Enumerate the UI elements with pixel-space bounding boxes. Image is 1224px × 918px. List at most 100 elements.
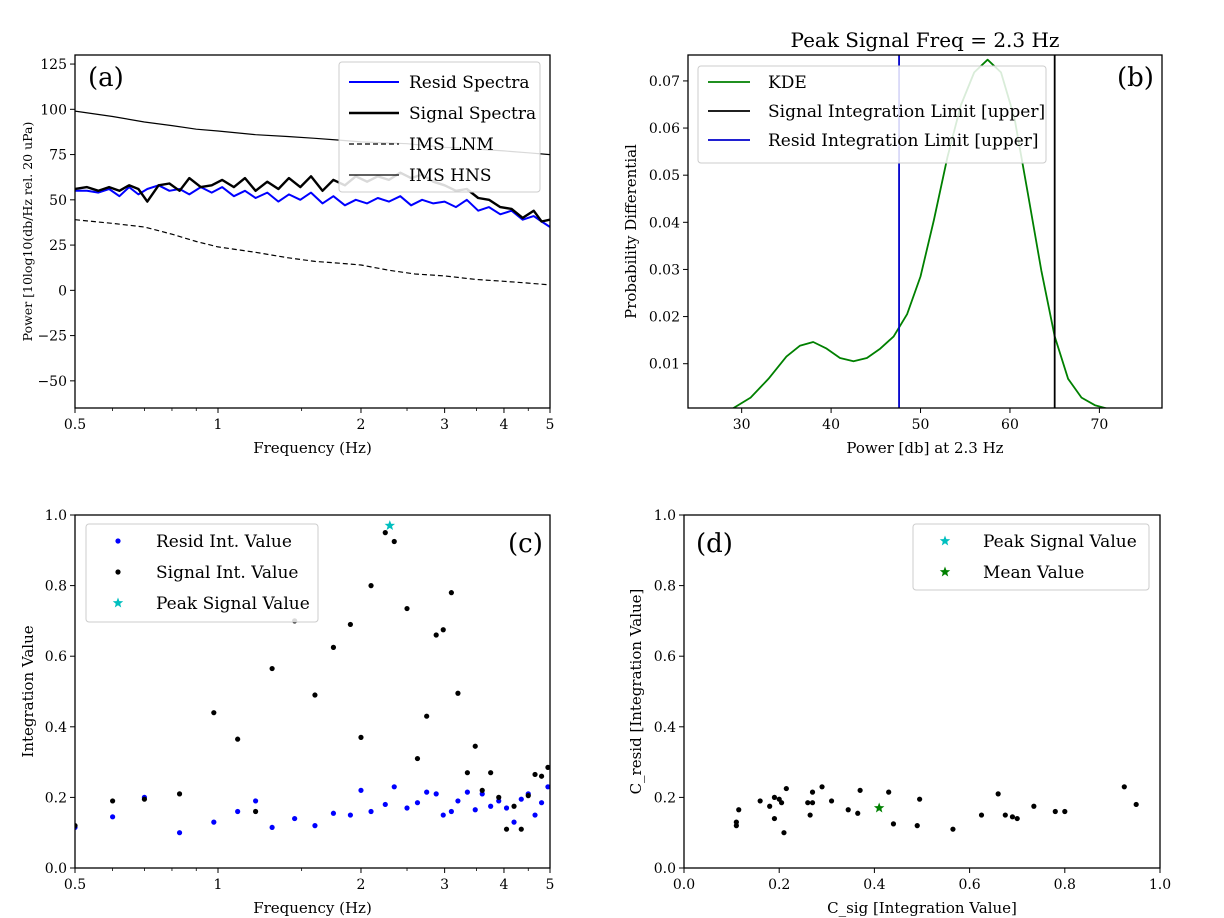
plot-area-d [733,784,1139,836]
data-point-resid-int-value [433,791,439,797]
data-point-signal-int-value [511,803,517,809]
data-point-signal-int-value [472,743,478,749]
y-tick-label: −25 [37,329,67,345]
plot-frame [74,514,551,869]
data-point-signal-int-value [479,787,485,793]
y-tick-label: 50 [49,193,67,209]
y-axis-label: Probability Differential [622,144,640,319]
y-tick-label: 0.2 [654,790,676,806]
y-tick-label: 0.8 [654,579,676,595]
panel-label: (a) [88,63,124,93]
data-point-resid-int-value [455,798,461,804]
data-point-resid-int-value [518,796,524,802]
x-tick-label: 1 [214,417,223,433]
y-tick-label: 0.07 [649,74,680,90]
legend-box [697,65,1047,164]
legend-label-resid-integration-limit-upper: Resid Integration Limit [upper] [768,131,1039,151]
x-tick-label: 30 [733,417,751,433]
y-tick-label: 0.0 [45,861,67,877]
data-point-signal-int-value [503,826,510,832]
y-tick-label: 0.2 [45,790,67,806]
legend-label-kde: KDE [768,73,807,93]
data-point-int-value [771,815,778,822]
x-tick-label: 50 [912,417,930,433]
legend-box [338,61,541,193]
x-tick-label: 1.0 [1149,877,1171,893]
y-tick-label: 0.4 [45,720,67,736]
data-point-resid-int-value [511,819,517,825]
y-tick-label: −50 [37,374,67,390]
x-tick-label: 0.5 [64,877,86,893]
data-point-int-value [733,823,739,829]
data-point-resid-int-value [235,808,241,815]
data-point-resid-int-value [211,819,217,825]
data-point-int-value [736,807,742,813]
data-point-int-value [828,798,835,804]
data-point-signal-int-value [488,770,494,776]
y-tick-label: 0.04 [649,215,680,231]
y-tick-label: 0.8 [45,579,67,595]
y-tick-label: 100 [40,102,67,118]
data-point-resid-int-value [440,812,446,818]
data-point-signal-int-value [330,644,337,650]
data-point-int-value [845,807,851,813]
series-line-kde [732,58,1109,408]
data-point-int-value [783,785,789,792]
data-point-signal-int-value [253,808,259,815]
data-point-resid-int-value [269,824,275,831]
data-point-resid-int-value [382,801,388,808]
data-point-int-value [1014,815,1020,822]
data-point-peak-signal-value [384,520,396,531]
data-point-int-value [950,826,956,832]
x-tick-label: 40 [822,417,840,433]
x-tick-label: 3 [440,877,449,893]
data-point-resid-int-value [538,800,545,806]
data-point-int-value [1133,801,1139,808]
data-point-resid-int-value [448,808,454,815]
data-point-signal-int-value [532,771,538,778]
x-axis-label: Frequency (Hz) [253,899,372,917]
panel-d: 0.0 0.2 0.4 0.6 0.8 1.0 1.0 0.8 0.6 0.4 0.2 0.0 C_si… [627,508,1171,917]
panel-c: 0.5 1 2 3 4 5 1.0 0.8 0.6 0.4 0.2 0.0 Frequency (Hz)… [19,508,554,917]
data-point-resid-int-value [358,787,364,793]
data-point-signal-int-value [269,665,275,672]
data-point-signal-int-value [404,605,410,612]
legend-box [912,523,1150,591]
x-tick-label: 0.0 [673,877,695,893]
y-tick-label: 0.03 [649,262,680,278]
panel-label: (b) [1117,63,1154,93]
x-tick-label: 2 [357,417,366,433]
y-tick-label: 0.0 [654,861,676,877]
x-tick-label: 5 [546,417,555,433]
data-point-int-value [771,794,778,801]
data-point-int-value [914,823,920,829]
data-point-signal-int-value [433,632,439,638]
data-point-signal-int-value [110,798,116,804]
x-tick-label: 0.6 [958,877,980,893]
x-tick-label: 0.4 [863,877,885,893]
data-point-resid-int-value [414,800,421,806]
data-point-signal-int-value [518,826,524,832]
data-point-resid-int-value [110,814,116,820]
data-point-mean-value [873,802,885,813]
data-point-int-value [757,798,763,804]
panel-label: (d) [696,529,733,559]
legend-marker-signal-int-value [115,569,121,575]
data-point-signal-int-value [464,770,470,776]
y-tick-label: 1.0 [45,508,67,524]
data-point-resid-int-value [391,784,397,790]
data-point-int-value [778,800,785,806]
data-point-signal-int-value [455,690,461,696]
legend-marker-mean-value [939,566,951,577]
legend-label-peak-signal-value: Peak Signal Value [983,532,1137,552]
data-point-signal-int-value [347,621,353,628]
x-tick-label: 4 [500,877,509,893]
series-line-signal-spectra [75,171,550,223]
data-point-signal-int-value [141,796,148,802]
data-point-int-value [1002,812,1008,818]
y-tick-label: 0.01 [649,357,680,373]
panel-title: Peak Signal Freq = 2.3 Hz [791,28,1060,52]
x-axis-label: Power [db] at 2.3 Hz [846,439,1003,457]
data-point-signal-int-value [358,734,364,740]
legend-label-peak-signal-value: Peak Signal Value [156,594,310,614]
